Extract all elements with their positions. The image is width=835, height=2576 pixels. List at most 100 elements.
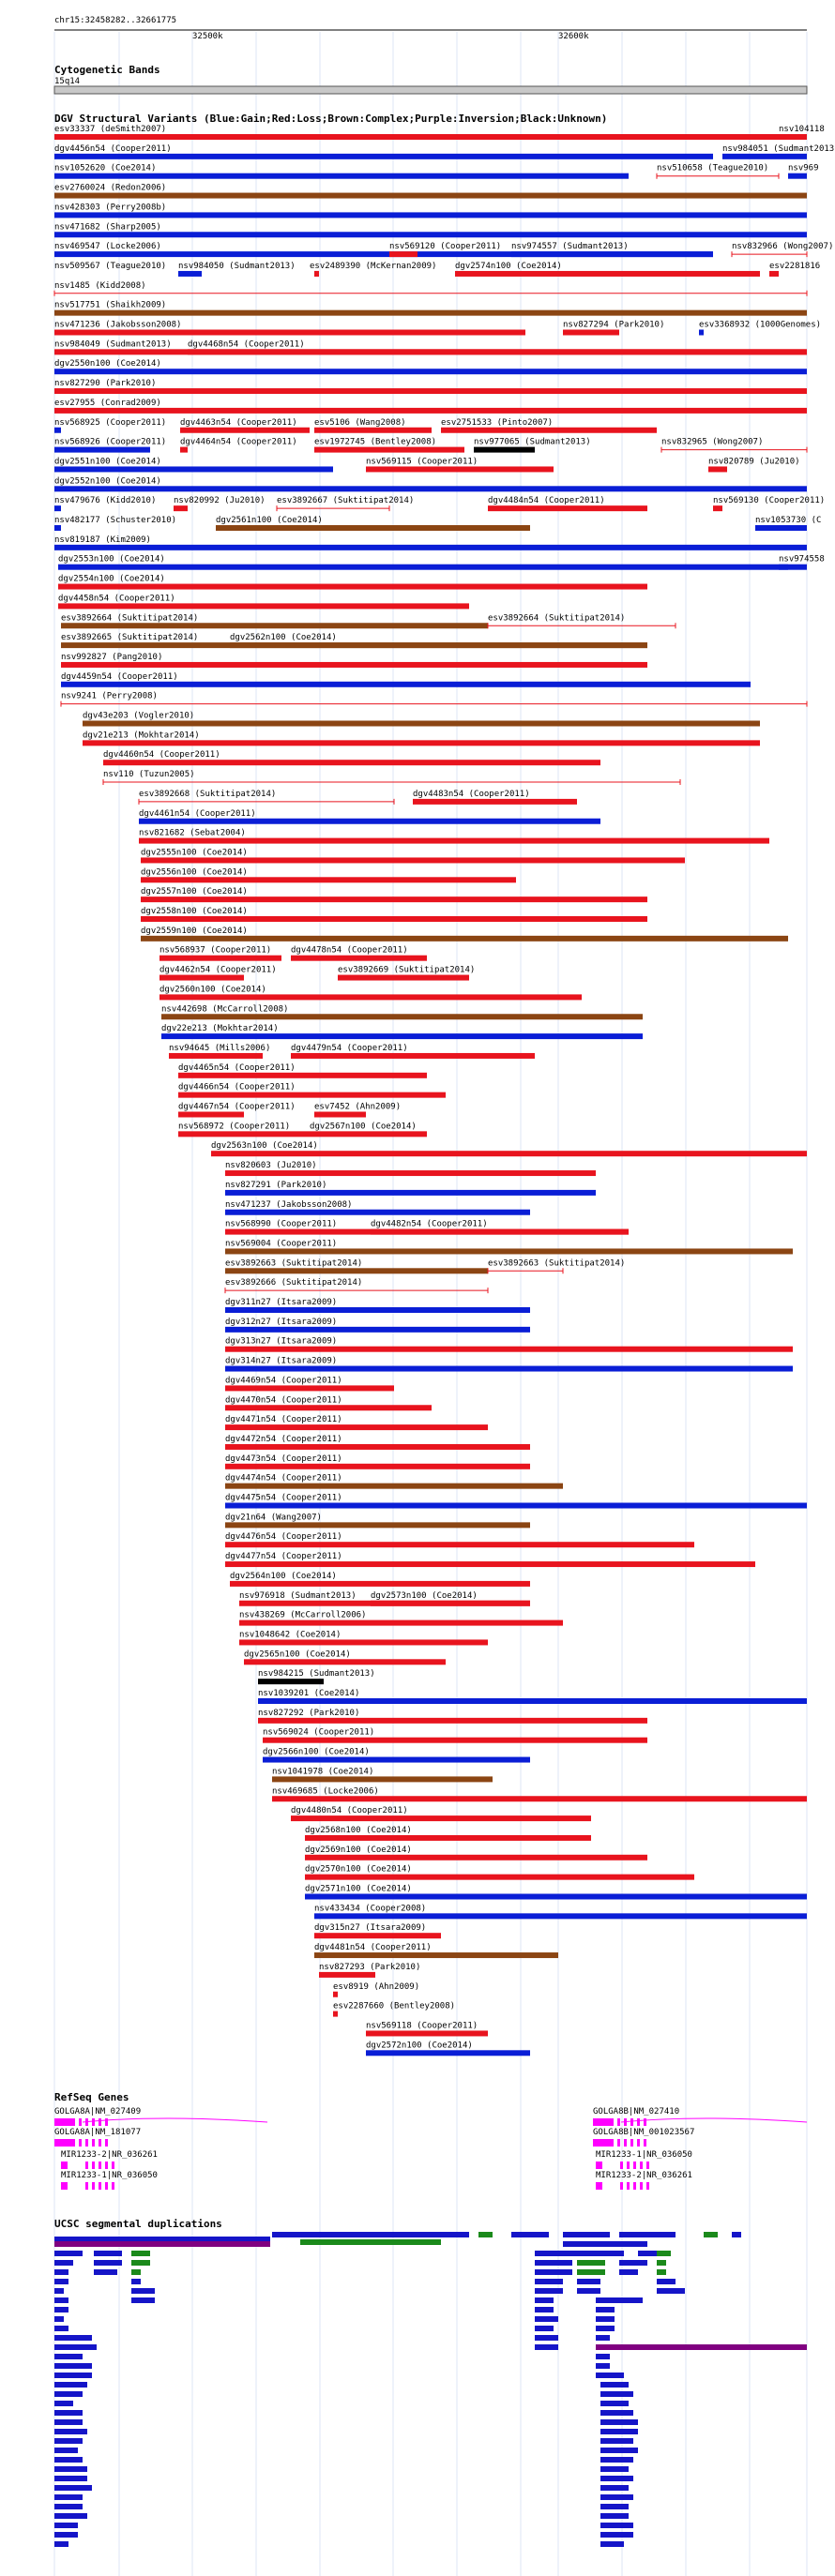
sv-feature[interactable]: dgv4460n54 (Cooper2011) [103, 750, 600, 766]
sv-feature[interactable]: dgv4476n54 (Cooper2011) [225, 1532, 694, 1548]
segdup-block[interactable] [591, 2251, 624, 2256]
sv-feature[interactable]: nsv984215 (Sudmant2013) [258, 1669, 375, 1685]
sv-bar[interactable] [225, 1424, 488, 1431]
sv-bar[interactable] [305, 1893, 807, 1900]
sv-feature[interactable]: nsv110 (Tuzun2005) [102, 770, 681, 786]
sv-bar[interactable] [54, 544, 807, 550]
segdup-block[interactable] [535, 2269, 572, 2275]
sv-feature[interactable]: dgv312n27 (Itsara2009) [225, 1318, 530, 1333]
segdup-block[interactable] [300, 2239, 441, 2245]
sv-feature[interactable]: nsv827291 (Park2010) [225, 1181, 596, 1196]
sv-bar[interactable] [314, 1952, 558, 1959]
sv-bar[interactable] [225, 1522, 530, 1529]
segdup-block[interactable] [94, 2269, 117, 2275]
sv-feature[interactable]: dgv4473n54 (Cooper2011) [225, 1454, 530, 1469]
segdup-block[interactable] [54, 2410, 83, 2416]
sv-bar[interactable] [563, 329, 619, 336]
sv-feature[interactable]: dgv2551n100 (Coe2014) [54, 457, 333, 473]
sv-feature[interactable]: dgv4465n54 (Cooper2011) [178, 1063, 427, 1078]
segdup-block[interactable] [441, 2232, 469, 2237]
sv-bar[interactable] [239, 1619, 563, 1626]
sv-bar[interactable] [225, 1209, 530, 1215]
sv-bar[interactable] [272, 1796, 807, 1802]
sv-feature[interactable]: nsv510658 (Teague2010) [656, 164, 780, 179]
sv-bar[interactable] [139, 818, 600, 824]
sv-feature[interactable]: esv3892663 (Suktitipat2014) [487, 1258, 625, 1274]
sv-bar[interactable] [174, 505, 188, 512]
sv-bar[interactable] [225, 1307, 530, 1313]
sv-feature[interactable]: dgv315n27 (Itsara2009) [314, 1923, 441, 1939]
sv-bar[interactable] [779, 564, 788, 570]
segdup-block[interactable] [54, 2382, 87, 2388]
sv-feature[interactable]: dgv2565n100 (Coe2014) [244, 1650, 446, 1665]
sv-bar[interactable] [159, 994, 582, 1001]
segdup-block[interactable] [54, 2241, 270, 2247]
sv-bar[interactable] [225, 1268, 488, 1274]
sv-bar[interactable] [54, 309, 807, 316]
sv-feature[interactable]: dgv4467n54 (Cooper2011) [178, 1103, 296, 1118]
sv-feature[interactable]: nsv442698 (McCarroll2008) [161, 1004, 643, 1020]
sv-feature[interactable]: dgv2558n100 (Coe2014) [141, 907, 647, 922]
sv-feature[interactable]: nsv509567 (Teague2010) [54, 262, 202, 277]
refseq-gene[interactable]: MIR1233-1|NR_036050 [61, 2171, 158, 2190]
segdup-block[interactable] [600, 2419, 638, 2425]
sv-bar[interactable] [61, 661, 647, 668]
sv-feature[interactable]: nsv433434 (Cooper2008) [314, 1904, 807, 1920]
sv-bar[interactable] [338, 974, 469, 981]
sv-bar[interactable] [54, 232, 807, 238]
sv-bar[interactable] [488, 505, 647, 512]
segdup-block[interactable] [577, 2288, 600, 2294]
sv-feature[interactable]: nsv471682 (Sharp2005) [54, 222, 807, 238]
segdup-block[interactable] [131, 2279, 141, 2284]
sv-feature[interactable]: dgv2566n100 (Coe2014) [263, 1748, 530, 1763]
sv-feature[interactable]: nsv94645 (Mills2006) [169, 1044, 270, 1059]
sv-feature[interactable]: nsv569115 (Cooper2011) [366, 457, 554, 473]
sv-bar[interactable] [139, 837, 769, 844]
sv-feature[interactable]: dgv4459n54 (Cooper2011) [61, 672, 751, 687]
sv-bar[interactable] [474, 446, 535, 453]
sv-bar[interactable] [779, 134, 807, 140]
sv-feature[interactable]: dgv2571n100 (Coe2014) [305, 1885, 807, 1900]
sv-feature[interactable]: nsv832966 (Wong2007) [731, 242, 833, 258]
sv-feature[interactable]: dgv2573n100 (Coe2014) [371, 1591, 530, 1606]
sv-feature[interactable]: nsv568972 (Cooper2011) [178, 1122, 310, 1137]
segdup-block[interactable] [535, 2251, 591, 2256]
gene-exon[interactable] [61, 2162, 68, 2169]
sv-bar[interactable] [225, 1248, 793, 1255]
sv-feature[interactable]: dgv4482n54 (Cooper2011) [371, 1220, 629, 1235]
sv-feature[interactable]: esv3892663 (Suktitipat2014) [225, 1258, 488, 1274]
sv-bar[interactable] [258, 1698, 807, 1704]
refseq-gene[interactable]: GOLGA8A|NM_181077 [54, 2128, 141, 2147]
sv-feature[interactable]: esv3892667 (Suktitipat2014) [276, 496, 414, 512]
sv-feature[interactable]: dgv4464n54 (Cooper2011) [180, 438, 297, 453]
sv-feature[interactable]: esv2489390 (McKernan2009) [310, 262, 436, 277]
sv-feature[interactable]: dgv2574n100 (Coe2014) [455, 262, 760, 277]
sv-feature[interactable]: dgv2572n100 (Coe2014) [366, 2041, 530, 2056]
sv-bar[interactable] [314, 1111, 366, 1118]
sv-feature[interactable]: dgv4458n54 (Cooper2011) [58, 594, 469, 610]
segdup-block[interactable] [94, 2260, 122, 2266]
sv-bar[interactable] [54, 251, 713, 258]
sv-feature[interactable]: dgv2555n100 (Coe2014) [141, 848, 685, 864]
sv-bar[interactable] [333, 1991, 338, 1997]
sv-feature[interactable]: dgv4463n54 (Cooper2011) [180, 418, 310, 433]
sv-feature[interactable]: dgv2568n100 (Coe2014) [305, 1826, 591, 1841]
sv-bar[interactable] [141, 896, 647, 903]
sv-bar[interactable] [58, 583, 647, 590]
sv-bar[interactable] [161, 1014, 643, 1020]
sv-bar[interactable] [713, 505, 722, 512]
sv-bar[interactable] [180, 446, 188, 453]
sv-feature[interactable]: dgv4477n54 (Cooper2011) [225, 1552, 755, 1568]
sv-feature[interactable]: dgv2552n100 (Coe2014) [54, 476, 807, 492]
sv-bar[interactable] [314, 427, 432, 433]
segdup-block[interactable] [596, 2344, 807, 2350]
sv-bar[interactable] [61, 623, 488, 629]
sv-bar[interactable] [54, 192, 807, 199]
sv-feature[interactable]: dgv4483n54 (Cooper2011) [413, 790, 577, 805]
sv-feature[interactable]: esv5106 (Wang2008) [314, 418, 432, 433]
segdup-block[interactable] [577, 2279, 600, 2284]
segdup-block[interactable] [54, 2457, 83, 2463]
segdup-block[interactable] [600, 2391, 633, 2397]
sv-bar[interactable] [211, 1151, 807, 1157]
sv-bar[interactable] [225, 1189, 596, 1196]
